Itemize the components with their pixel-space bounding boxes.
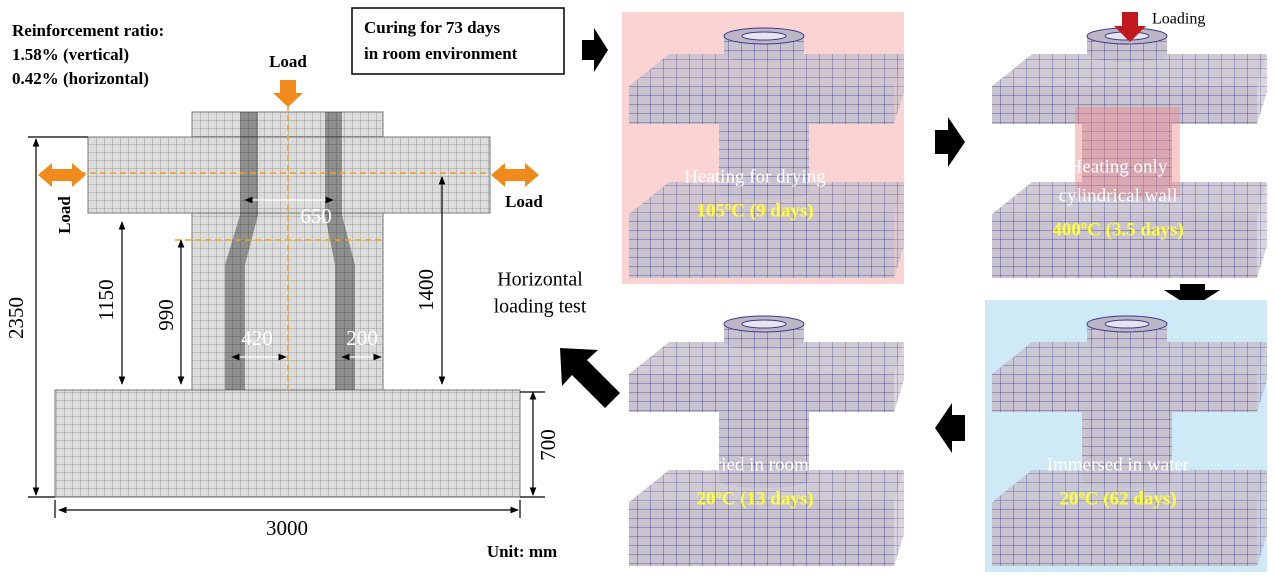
diagram: Reinforcement ratio: 1.58% (vertical) 0.… xyxy=(0,0,1275,575)
stage-condition: 20ºC (62 days) xyxy=(1059,488,1176,509)
curing-text: Curing for 73 days xyxy=(364,18,501,37)
dimension-label: 700 xyxy=(536,429,560,461)
stage-text: Dried in room xyxy=(701,454,809,475)
dimension-label: 200 xyxy=(346,326,378,350)
stage-condition: 20ºC (13 days) xyxy=(696,488,813,509)
polygon-shape xyxy=(935,117,965,167)
dimension-label: 420 xyxy=(241,326,273,350)
curing-text: in room environment xyxy=(364,44,518,63)
dimension-label: 1150 xyxy=(94,279,118,320)
stage-condition: 105ºC (9 days) xyxy=(696,200,813,221)
unit-label: Unit: mm xyxy=(487,542,557,561)
heated-zone xyxy=(1075,107,1180,197)
stage-text: cylindrical wall xyxy=(1059,185,1178,206)
stage-text: Immersed in water xyxy=(1047,454,1190,475)
polygon-shape xyxy=(560,348,620,408)
test-label: Horizontal xyxy=(497,269,583,291)
load-label: Load xyxy=(269,52,307,71)
dimension-label: 1400 xyxy=(414,269,438,311)
stage-text: Heating only xyxy=(1069,156,1168,177)
dimension-label: 650 xyxy=(300,204,332,228)
dimension-label: 990 xyxy=(154,299,178,331)
load-label: Load xyxy=(55,196,74,234)
polygon-shape xyxy=(273,80,303,107)
reinforcement-vertical: 1.58% (vertical) xyxy=(12,45,129,64)
dimension-label: 2350 xyxy=(4,297,28,339)
rect-shape xyxy=(88,137,490,213)
polygon-shape xyxy=(38,163,86,187)
load-label: Loading xyxy=(1152,11,1205,28)
polygon-shape xyxy=(935,403,965,453)
polygon-shape xyxy=(582,28,608,72)
stage-text: Heating for drying xyxy=(684,166,826,187)
test-label: loading test xyxy=(494,296,587,318)
rect-shape xyxy=(55,390,520,497)
reinforcement-title: Reinforcement ratio: xyxy=(12,21,164,40)
load-label: Load xyxy=(505,192,543,211)
dimension-label: 3000 xyxy=(266,516,308,540)
polygon-shape xyxy=(491,163,539,187)
reinforcement-horizontal: 0.42% (horizontal) xyxy=(12,69,149,88)
stage-condition: 400ºC (3.5 days) xyxy=(1052,219,1183,240)
